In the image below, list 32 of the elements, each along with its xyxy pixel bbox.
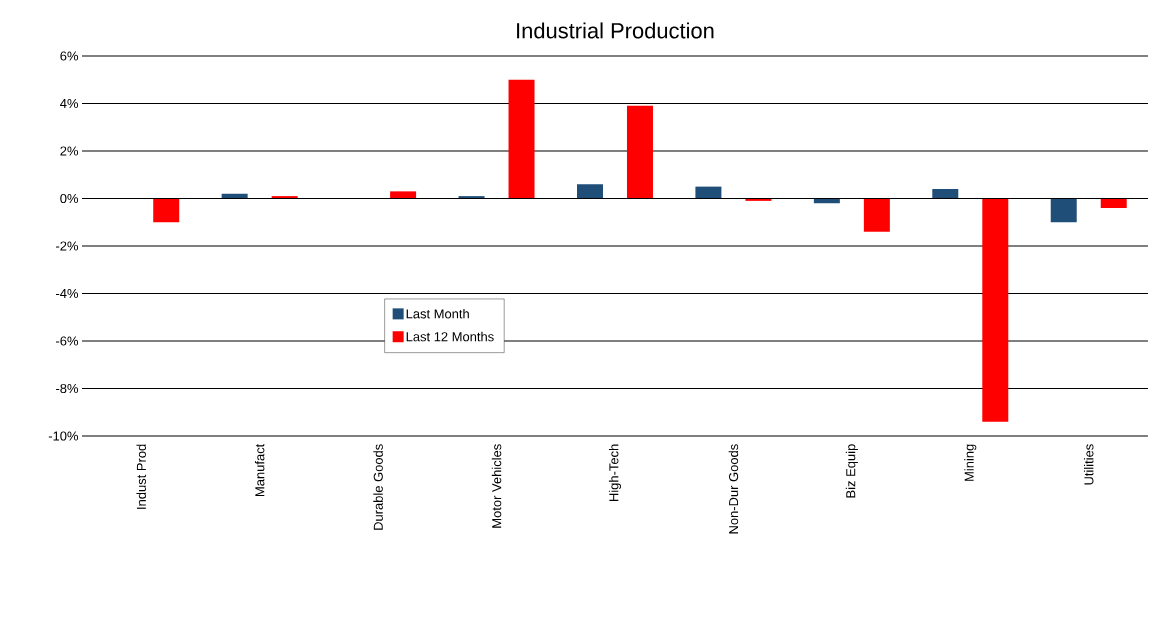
legend-label: Last 12 Months xyxy=(406,331,494,342)
x-tick-label: Manufact xyxy=(254,443,265,496)
x-tick-label: Non-Dur Goods xyxy=(728,444,739,534)
x-tick-label: Utilities xyxy=(1083,444,1094,485)
y-tick-label: 0% xyxy=(60,193,79,204)
x-tick-label: High-Tech xyxy=(608,444,622,502)
bar xyxy=(982,198,1009,422)
bar xyxy=(153,198,180,223)
bar xyxy=(626,105,653,199)
bar xyxy=(932,189,959,199)
y-tick-label: -2% xyxy=(56,241,79,251)
legend-label: Last Month xyxy=(406,308,469,319)
x-tick-label: Mining xyxy=(964,444,977,481)
bar xyxy=(863,198,890,232)
y-tick-label: -4% xyxy=(56,288,79,299)
x-tick-label: Indust Prod xyxy=(136,444,146,509)
y-tick-label: 4% xyxy=(60,98,79,109)
x-tick-label: Durable Goods xyxy=(373,444,383,530)
y-tick-label: -8% xyxy=(56,383,79,394)
chart-title: Industrial Production xyxy=(517,22,714,39)
bar xyxy=(508,79,535,199)
bar xyxy=(390,191,417,199)
y-tick-label: 2% xyxy=(60,146,79,156)
x-tick-label: Biz Equip xyxy=(845,444,858,498)
y-tick-label: 6% xyxy=(60,51,79,61)
bar xyxy=(1050,198,1077,223)
bar xyxy=(1100,198,1127,208)
y-tick-label: -6% xyxy=(56,336,79,346)
bar xyxy=(695,186,722,199)
y-tick-label: -10% xyxy=(48,431,79,441)
bar xyxy=(576,184,603,199)
x-tick-label: Motor Vehicles xyxy=(491,444,502,528)
